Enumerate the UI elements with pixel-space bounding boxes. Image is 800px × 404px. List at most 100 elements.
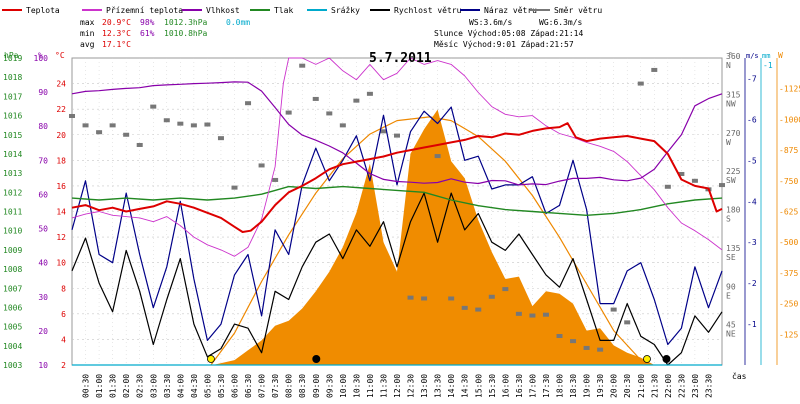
- legend-label: Teplota: [26, 6, 60, 15]
- x-tick-label: 11:30: [379, 374, 388, 398]
- pressure-tick-label: 1011: [3, 208, 22, 217]
- solar-tick-label: -500: [779, 238, 798, 247]
- direction-tick-degree: 135: [726, 244, 741, 253]
- x-tick-label: 20:00: [610, 374, 619, 398]
- x-tick-label: 21:30: [650, 374, 659, 398]
- x-tick-label: 13:30: [434, 374, 443, 398]
- wind-direction-point: [461, 305, 468, 310]
- temp-tick-label: 2: [61, 361, 66, 370]
- stat-max-temp: 20.9°C: [102, 18, 131, 27]
- wind-direction-point: [488, 294, 495, 299]
- wind-direction-point: [353, 98, 360, 103]
- x-tick-label: 11:00: [366, 374, 375, 398]
- x-tick-label: 05:00: [203, 374, 212, 398]
- legend-label: Rychlost větru: [394, 6, 462, 15]
- wind-gust-line: [71, 106, 723, 346]
- unit-mm: mm: [762, 52, 770, 60]
- wind-direction-point: [583, 345, 590, 350]
- x-tick-label: 04:00: [176, 374, 185, 398]
- wind-direction-point: [719, 183, 725, 188]
- legend-label: Přízemní teplota: [106, 6, 183, 15]
- wind-tick-label: -2: [747, 279, 757, 288]
- pressure-tick-label: 1009: [3, 246, 22, 255]
- x-tick-label: 22:30: [677, 374, 686, 398]
- humidity-tick-label: 10: [38, 361, 48, 370]
- stat-min-press: 1010.8hPa: [164, 29, 208, 38]
- unit-degc: °C: [55, 51, 65, 60]
- direction-tick-compass: W: [726, 138, 731, 147]
- humidity-tick-label: 70: [38, 156, 48, 165]
- solar-tick-label: -625: [779, 208, 798, 217]
- humidity-tick-label: 90: [38, 88, 48, 97]
- humidity-tick-label: 20: [38, 327, 48, 336]
- temp-tick-label: 6: [61, 310, 66, 319]
- moonset-marker: [662, 355, 671, 363]
- x-tick-label: 07:00: [258, 374, 267, 398]
- stat-min-hum: 61%: [140, 29, 155, 38]
- humidity-tick-label: 100: [34, 54, 49, 63]
- temp-tick-label: 4: [61, 335, 66, 344]
- pressure-tick-label: 1015: [3, 131, 22, 140]
- wind-tick-label: -3: [747, 238, 757, 247]
- sunset-marker: [643, 355, 651, 363]
- x-tick-label: 01:00: [95, 374, 104, 398]
- temp-tick-label: 16: [56, 182, 66, 191]
- x-tick-label: 03:00: [149, 374, 158, 398]
- solar-fill-layer: [72, 109, 722, 365]
- pressure-tick-label: 1013: [3, 169, 22, 178]
- x-tick-label: 01:30: [109, 374, 118, 398]
- pressure-tick-label: 1006: [3, 303, 22, 312]
- wind-direction-point: [664, 184, 671, 189]
- info-moon: Měsíc Východ:9:01 Západ:21:57: [434, 40, 574, 49]
- direction-tick-compass: SE: [726, 253, 736, 262]
- wind-direction-point: [285, 110, 292, 115]
- series-layer: [69, 57, 725, 366]
- x-tick-label: 23:00: [691, 374, 700, 398]
- sunrise-marker: [207, 355, 215, 363]
- moonrise-marker: [312, 355, 321, 363]
- x-tick-label: 16:30: [515, 374, 524, 398]
- unit-percent: %: [38, 51, 43, 60]
- x-tick-label: 09:00: [312, 374, 321, 398]
- wind-direction-point: [542, 312, 549, 317]
- stat-min-temp: 12.3°C: [102, 29, 131, 38]
- wind-direction-point: [570, 339, 577, 344]
- wind-direction-point: [82, 123, 89, 128]
- info-ws: WS:3.6m/s: [469, 18, 513, 27]
- pressure-tick-label: 1005: [3, 323, 22, 332]
- x-tick-label: 23:30: [704, 374, 713, 398]
- x-tick-label: 08:00: [285, 374, 294, 398]
- direction-tick-degree: 45: [726, 321, 736, 330]
- legend-label: Náraz větru: [484, 6, 537, 15]
- legend-label: Srážky: [331, 6, 360, 15]
- wind-direction-point: [231, 185, 238, 190]
- pressure-tick-label: 1008: [3, 265, 22, 274]
- wind-direction-point: [258, 163, 265, 168]
- pressure-tick-label: 1019: [3, 54, 22, 63]
- rain-tick-label: -1: [763, 61, 773, 70]
- humidity-tick-label: 50: [38, 225, 48, 234]
- axes-layer: 2422201816141210864210191018101710161015…: [3, 52, 800, 398]
- humidity-line: [71, 81, 723, 186]
- x-tick-label: 15:30: [488, 374, 497, 398]
- x-tick-label: 04:30: [190, 374, 199, 398]
- pressure-tick-label: 1018: [3, 73, 22, 82]
- wind-direction-point: [421, 296, 428, 301]
- stat-precip: 0.0mm: [226, 18, 250, 27]
- wind-direction-point: [448, 296, 455, 301]
- wind-direction-point: [691, 178, 698, 183]
- x-tick-label: 06:30: [244, 374, 253, 398]
- pressure-tick-label: 1004: [3, 342, 22, 351]
- wind-direction-point: [610, 307, 617, 312]
- wind-direction-point: [177, 121, 184, 126]
- wind-direction-point: [204, 122, 211, 127]
- x-tick-label: 14:00: [447, 374, 456, 398]
- wind-direction-point: [123, 132, 130, 137]
- temp-tick-label: 8: [61, 284, 66, 293]
- pressure-tick-label: 1003: [3, 361, 22, 370]
- x-tick-label: 08:30: [298, 374, 307, 398]
- wind-direction-point: [339, 123, 346, 128]
- temp-tick-label: 20: [56, 131, 66, 140]
- x-tick-label: 19:30: [596, 374, 605, 398]
- clear-sky-radiation-line: [210, 116, 648, 366]
